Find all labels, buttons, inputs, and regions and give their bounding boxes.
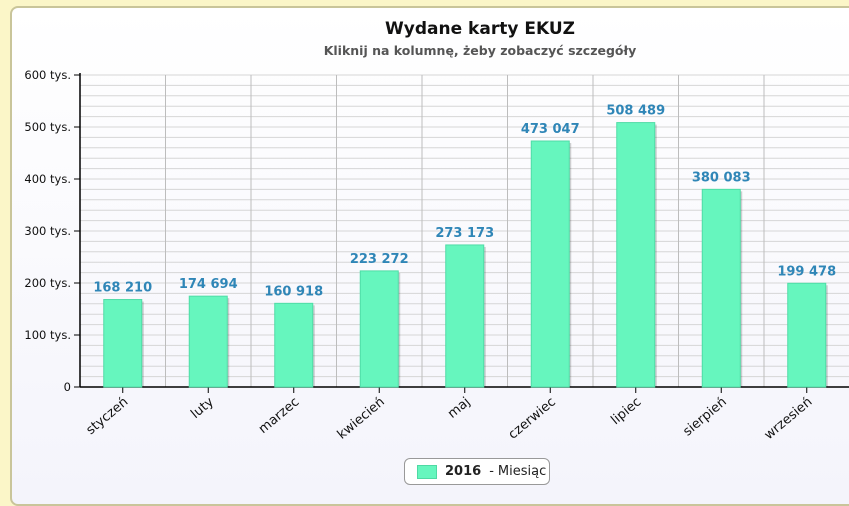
legend-series-label: 2016 xyxy=(445,464,482,479)
bar-layer xyxy=(103,122,828,388)
legend[interactable]: 2016 - Miesiąc xyxy=(404,458,550,485)
bar xyxy=(274,302,314,388)
data-label: 473 047 xyxy=(521,122,580,137)
x-tick-label: kwiecień xyxy=(335,395,388,443)
bar xyxy=(701,188,741,388)
data-label: 199 478 xyxy=(777,264,836,279)
x-tick-label: luty xyxy=(188,394,217,422)
chart-subtitle: Kliknij na kolumnę, żeby zobaczyć szczeg… xyxy=(323,43,637,58)
legend-separator: - xyxy=(489,464,494,479)
bar xyxy=(530,140,570,388)
bar xyxy=(445,244,485,388)
data-label: 508 489 xyxy=(606,104,665,119)
data-label: 174 694 xyxy=(179,277,238,292)
data-label: 223 272 xyxy=(350,252,409,267)
bar xyxy=(188,295,228,388)
x-tick-label: sierpień xyxy=(680,395,729,440)
bar xyxy=(787,282,827,388)
y-tick-label: 0 xyxy=(64,380,71,394)
x-tick-label: marzec xyxy=(256,395,302,437)
x-tick-label: lipiec xyxy=(608,395,644,428)
bar xyxy=(103,299,143,388)
x-tick-label: wrzesień xyxy=(762,395,816,443)
x-tick-label: maj xyxy=(445,395,473,422)
bar xyxy=(359,270,399,388)
bar-chart: 0 100 tys. 200 tys. 300 tys. 400 tys. 500 tys… xyxy=(24,68,849,443)
y-tick-label: 100 tys. xyxy=(24,328,71,342)
y-tick-label: 300 tys. xyxy=(24,224,71,238)
x-tick-label: styczeń xyxy=(84,395,132,438)
legend-text: Miesiąc xyxy=(497,464,547,479)
y-tick-label: 600 tys. xyxy=(24,68,71,82)
legend-swatch xyxy=(417,464,437,479)
y-tick-label: 200 tys. xyxy=(24,276,71,290)
x-tick-label: czerwiec xyxy=(506,395,559,443)
data-label: 380 083 xyxy=(692,170,751,185)
y-tick-label: 500 tys. xyxy=(24,120,71,134)
chart-title: Wydane karty EKUZ xyxy=(385,19,575,39)
data-label: 273 173 xyxy=(435,226,494,241)
bar xyxy=(616,122,656,388)
data-label: 168 210 xyxy=(93,281,152,296)
data-label: 160 918 xyxy=(264,284,323,299)
y-tick-label: 400 tys. xyxy=(24,172,71,186)
